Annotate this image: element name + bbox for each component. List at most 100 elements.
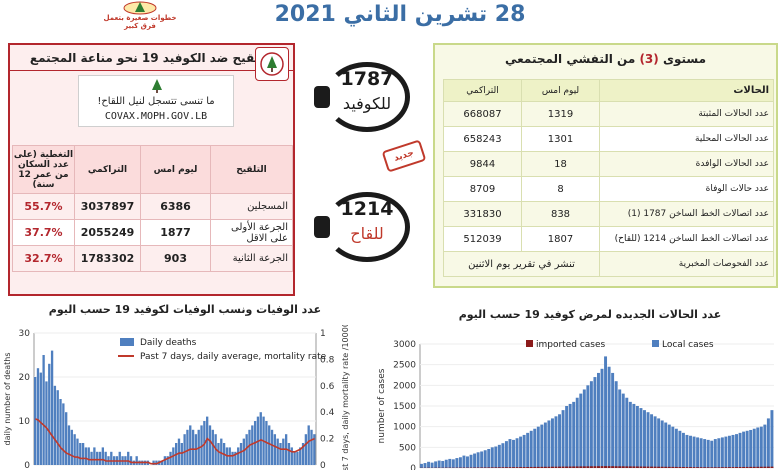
imported-cases-bar: [667, 466, 671, 468]
local-cases-bar: [692, 436, 696, 468]
deaths-bar: [50, 350, 54, 465]
deaths-bar: [87, 447, 90, 465]
imported-cases-bar: [766, 466, 770, 468]
cumulative-deaths: 8709: [443, 176, 522, 202]
local-cases-bar: [759, 426, 763, 468]
imported-cases-bar: [660, 466, 664, 468]
y-tick-label: 3000: [393, 340, 416, 350]
local-cases-bar: [766, 418, 770, 468]
deaths-bar: [299, 447, 302, 465]
headset-ring-icon: [324, 62, 410, 132]
cases-chart: 0 500 1000 1500 2000 2500 3000 imported cases Lo…: [377, 340, 774, 470]
table-row: 32.7% 1783302 903 الجرعة الثانية: [12, 245, 293, 272]
deaths-bar: [183, 434, 186, 465]
local-cases-bar: [713, 439, 717, 468]
covid-hotline-badge[interactable]: 1787 للكوفيد: [312, 58, 422, 134]
yesterday-hotline-1787: 838: [521, 201, 600, 227]
logo-slogan: خطوات صغيرة بتعمل فرق كبير: [103, 14, 177, 30]
vaccine-hotline-label: للقاح: [350, 224, 384, 243]
local-cases-bar: [703, 439, 707, 468]
y-tick-label: 500: [399, 443, 416, 453]
local-cases-bar: [487, 448, 491, 468]
local-cases-bar: [667, 424, 671, 468]
deaths-bar: [101, 447, 104, 465]
deaths-bar: [290, 447, 293, 465]
deaths-bar: [270, 429, 274, 465]
local-cases-bar: [632, 403, 636, 468]
header-yesterday: ليوم امس: [521, 79, 600, 102]
registration-url[interactable]: COVAX.MOPH.GOV.LB: [104, 111, 208, 122]
y-tick-label: 20: [19, 373, 31, 383]
vaccine-hotline-badge[interactable]: 1214 للقاح: [312, 188, 422, 264]
deaths-bar: [65, 412, 68, 465]
legend-swatch-local: [652, 340, 659, 347]
deaths-bar: [251, 425, 254, 465]
title-suffix: من التفشي المجتمعي: [504, 52, 636, 66]
registration-box[interactable]: ما تنسى تتسجل لنيل اللقاح! COVAX.MOPH.GO…: [78, 75, 234, 127]
local-cases-bar: [720, 437, 724, 468]
imported-cases-bar: [639, 466, 643, 468]
local-cases-bar: [522, 434, 526, 468]
y-tick-label: 10: [19, 417, 31, 427]
imported-cases-bar: [575, 466, 579, 468]
label-first-dose: الجرعة الأولى على الاقل: [210, 219, 293, 246]
imported-cases-bar: [487, 467, 491, 468]
local-cases-bar: [490, 447, 494, 468]
local-cases-bar: [501, 443, 505, 468]
imported-cases-bar: [586, 466, 590, 468]
local-cases-bar: [536, 426, 540, 468]
deaths-bar: [189, 425, 192, 465]
deaths-bar: [118, 451, 121, 465]
imported-cases-bar: [526, 467, 530, 468]
deaths-bar: [211, 429, 214, 465]
local-cases-bar: [497, 444, 501, 468]
imported-cases-bar: [543, 466, 547, 468]
imported-cases-bar: [572, 466, 576, 468]
local-cases-bar: [749, 429, 753, 468]
imported-cases-bar: [756, 466, 760, 468]
yesterday-imported: 18: [521, 151, 600, 177]
deaths-bar: [293, 451, 296, 465]
deaths-bar: [135, 456, 138, 465]
deaths-bar: [169, 451, 172, 465]
y-tick-label: 1500: [393, 402, 416, 412]
local-cases-bar: [448, 458, 452, 468]
deaths-bar: [239, 443, 243, 465]
local-cases-bar: [533, 428, 537, 468]
label-hotline-1214: عدد اتصالات الخط الساخن 1214 (للقاح): [599, 226, 774, 252]
deaths-bar: [96, 451, 99, 465]
deaths-bar: [98, 451, 102, 465]
local-cases-bar: [512, 439, 515, 468]
local-cases-bar: [558, 414, 561, 468]
legend-label-deaths: Daily deaths: [140, 338, 197, 348]
imported-cases-bar: [681, 467, 685, 468]
imported-cases-bar: [699, 467, 703, 468]
local-cases-bar: [600, 368, 604, 468]
vaccine-hotline-number: 1214: [340, 198, 394, 220]
legend-label-local: Local cases: [662, 340, 714, 350]
y-tick-label: 30: [19, 329, 31, 339]
deaths-bar: [177, 438, 181, 465]
deaths-bar: [282, 438, 285, 465]
table-row: 331830 838 عدد اتصالات الخط الساخن 1787 …: [443, 201, 774, 227]
y2-tick-label: 1: [320, 329, 326, 339]
mortality-rate-line: [35, 418, 315, 465]
local-cases-bar: [635, 406, 639, 468]
imported-cases-bar: [558, 466, 561, 468]
local-cases-bar: [699, 438, 703, 468]
table-row: 512039 1807 عدد اتصالات الخط الساخن 1214…: [443, 226, 774, 252]
deaths-bar: [34, 377, 37, 465]
local-cases-bar: [462, 455, 466, 468]
imported-cases-bar: [759, 466, 763, 468]
local-cases-bar: [451, 459, 455, 468]
cumulative-hotline-1214: 512039: [443, 226, 522, 252]
label-registered: المسجلين: [210, 193, 293, 220]
local-cases-bar: [434, 461, 438, 468]
header-coverage: التغطية (على عدد السكان من عمر 12 سنة): [12, 145, 75, 194]
deaths-bar: [180, 443, 183, 465]
local-cases-bar: [568, 403, 572, 468]
y-axis-label: daily number of deaths: [3, 353, 12, 446]
y2-tick-label: 0.2: [320, 435, 334, 445]
yesterday-local: 1301: [521, 126, 600, 152]
label-hotline-1787: عدد اتصالات الخط الساخن 1787 (1): [599, 201, 774, 227]
